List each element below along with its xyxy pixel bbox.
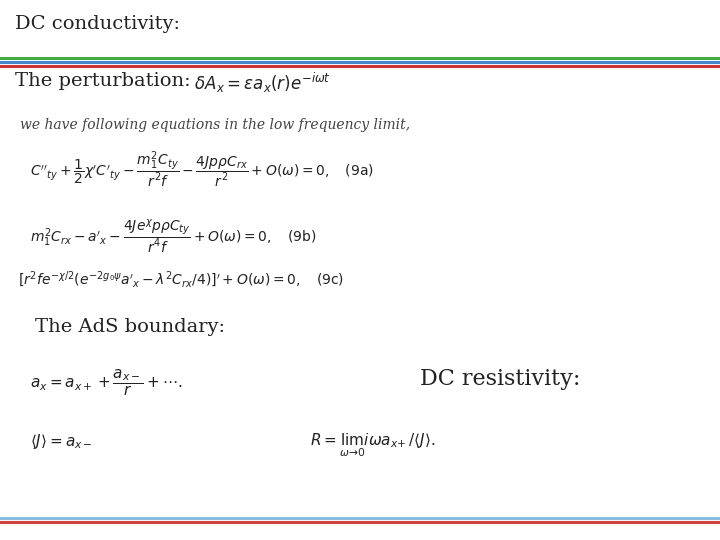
Text: we have following equations in the low frequency limit,: we have following equations in the low f… bbox=[20, 118, 410, 132]
Text: $\langle J \rangle = a_{x-}$: $\langle J \rangle = a_{x-}$ bbox=[30, 432, 93, 451]
Text: $[r^2 f e^{-\chi/2}(e^{-2g_0\psi}a'_x - \lambda^2 C_{rx}/4)]' + O(\omega) = 0, \: $[r^2 f e^{-\chi/2}(e^{-2g_0\psi}a'_x - … bbox=[18, 270, 344, 291]
Text: $\; \delta A_x = \epsilon a_x(r)e^{-i\omega t}$: $\; \delta A_x = \epsilon a_x(r)e^{-i\om… bbox=[190, 71, 331, 95]
Text: $m_1^2 C_{rx} - a'_x - \dfrac{4Je^{\chi}p\rho C_{ty}}{r^4 f} + O(\omega) = 0, \q: $m_1^2 C_{rx} - a'_x - \dfrac{4Je^{\chi}… bbox=[30, 218, 317, 255]
Text: DC conductivity:: DC conductivity: bbox=[15, 15, 180, 33]
Text: $R = \lim_{\omega \to 0} i\omega a_{x+}/\langle J \rangle.$: $R = \lim_{\omega \to 0} i\omega a_{x+}/… bbox=[310, 432, 436, 459]
Text: The perturbation:: The perturbation: bbox=[15, 72, 191, 90]
Text: The AdS boundary:: The AdS boundary: bbox=[35, 318, 225, 336]
Text: $C''_{ty} + \dfrac{1}{2}\chi' C'_{ty} - \dfrac{m_1^2 C_{ty}}{r^2 f} - \dfrac{4Jp: $C''_{ty} + \dfrac{1}{2}\chi' C'_{ty} - … bbox=[30, 150, 374, 190]
Text: DC resistivity:: DC resistivity: bbox=[420, 368, 580, 390]
Text: $a_x = a_{x+} + \dfrac{a_{x-}}{r} + \cdots .$: $a_x = a_{x+} + \dfrac{a_{x-}}{r} + \cdo… bbox=[30, 368, 183, 399]
